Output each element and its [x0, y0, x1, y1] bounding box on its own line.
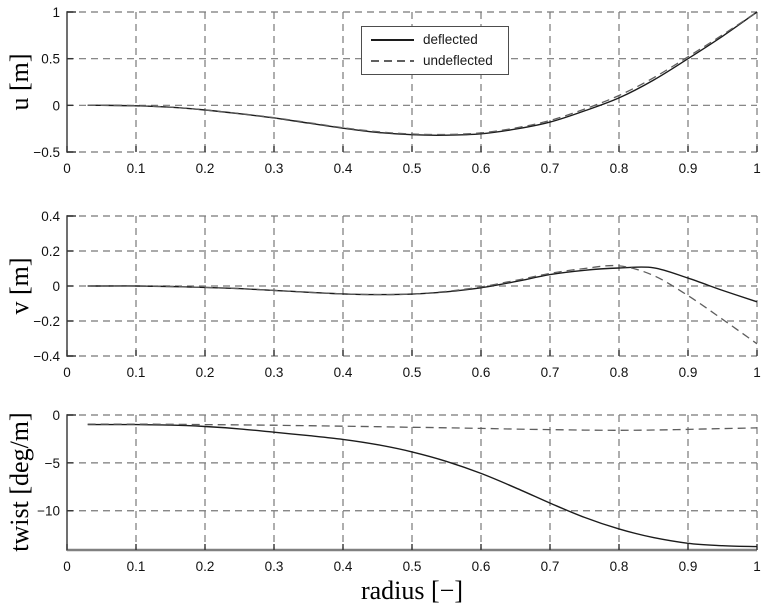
- x-tick-label: 0: [63, 559, 71, 574]
- grid-lines: [67, 11, 758, 153]
- y-axis-label-u: u [m]: [5, 53, 34, 111]
- x-tick-label: 0.9: [679, 161, 698, 176]
- x-tick-label: 0.7: [541, 559, 560, 574]
- y-tick-label: 0: [52, 279, 60, 294]
- undeflected-curve: [87, 11, 758, 136]
- y-tick-label: 1: [52, 5, 60, 20]
- legend-label-deflected: deflected: [423, 32, 478, 48]
- x-tick-label: 0.3: [265, 365, 284, 380]
- y-tick-label: 0.4: [41, 209, 60, 224]
- y-tick-label: 0.2: [41, 244, 60, 259]
- y-tick-label: 0.5: [41, 52, 60, 67]
- axes: [66, 414, 758, 552]
- x-tick-label: 0.9: [679, 559, 698, 574]
- x-tick-label: 0.3: [265, 161, 284, 176]
- x-tick-label: 0.9: [679, 365, 698, 380]
- y-tick-label: 0: [52, 408, 60, 423]
- legend-item-deflected: deflected: [362, 31, 508, 49]
- x-tick-label: 0.3: [265, 559, 284, 574]
- y-tick-label: −0.4: [33, 349, 60, 364]
- x-tick-label: 1: [753, 559, 761, 574]
- subplot-u: 0 0.1 0.2 0.3 0.4 0.5 0.6 0.7 0.8 0.9 1−0.500.51: [33, 5, 760, 176]
- x-tick-label: 0: [63, 161, 71, 176]
- x-tick-label: 1: [753, 365, 761, 380]
- y-tick-label: −10: [37, 504, 60, 519]
- y-tick-label: −0.5: [33, 145, 60, 160]
- x-tick-label: 0.8: [610, 365, 629, 380]
- x-tick-label: 0.2: [196, 559, 215, 574]
- x-tick-label: 0.4: [334, 559, 353, 574]
- x-tick-label: 0.6: [472, 365, 491, 380]
- x-tick-label: 0.2: [196, 161, 215, 176]
- x-tick-label: 0.4: [334, 161, 353, 176]
- axes: [66, 11, 758, 153]
- y-tick-label: −0.2: [33, 314, 60, 329]
- grid-lines: [67, 414, 758, 550]
- x-tick-label: 0: [63, 365, 71, 380]
- x-tick-label: 0.7: [541, 365, 560, 380]
- x-axis-label-radius: radius [−]: [360, 576, 464, 605]
- x-tick-label: 0.6: [472, 161, 491, 176]
- x-tick-label: 0.8: [610, 559, 629, 574]
- x-tick-label: 0.6: [472, 559, 491, 574]
- legend: deflected undeflected: [361, 26, 509, 75]
- deflected-curve: [87, 423, 758, 548]
- x-tick-label: 0.5: [403, 365, 422, 380]
- x-tick-label: 0.5: [403, 161, 422, 176]
- x-tick-label: 0.8: [610, 161, 629, 176]
- x-tick-label: 0.7: [541, 161, 560, 176]
- x-tick-label: 0.1: [127, 161, 146, 176]
- axes: [66, 215, 758, 357]
- x-tick-label: 0.2: [196, 365, 215, 380]
- legend-item-undeflected: undeflected: [362, 52, 508, 70]
- subplot-v: 0 0.1 0.2 0.3 0.4 0.5 0.6 0.7 0.8 0.9 1 −0.4 −0.2 0 0.…: [33, 209, 760, 380]
- x-tick-label: 1: [753, 161, 761, 176]
- x-tick-label: 0.1: [127, 559, 146, 574]
- dashed-line-sample: [371, 60, 414, 62]
- legend-label-undeflected: undeflected: [423, 53, 493, 69]
- deflected-curve: [87, 266, 758, 303]
- y-axis-label-v: v [m]: [5, 257, 34, 315]
- y-axis-label-twist: twist [deg/m]: [5, 412, 34, 552]
- undeflected-curve: [87, 264, 758, 345]
- solid-line-sample: [371, 39, 414, 41]
- subplot-twist: 0 0.1 0.2 0.3 0.4 0.5 0.6 0.7 0.8 0.9 1 −10 −5 0: [37, 408, 761, 574]
- x-tick-label: 0.5: [403, 559, 422, 574]
- undeflected-curve: [87, 423, 758, 431]
- y-tick-label: 0: [52, 98, 60, 113]
- grid-lines: [67, 215, 758, 357]
- x-tick-label: 0.1: [127, 365, 146, 380]
- x-tick-label: 0.4: [334, 365, 353, 380]
- y-tick-label: −5: [45, 456, 60, 471]
